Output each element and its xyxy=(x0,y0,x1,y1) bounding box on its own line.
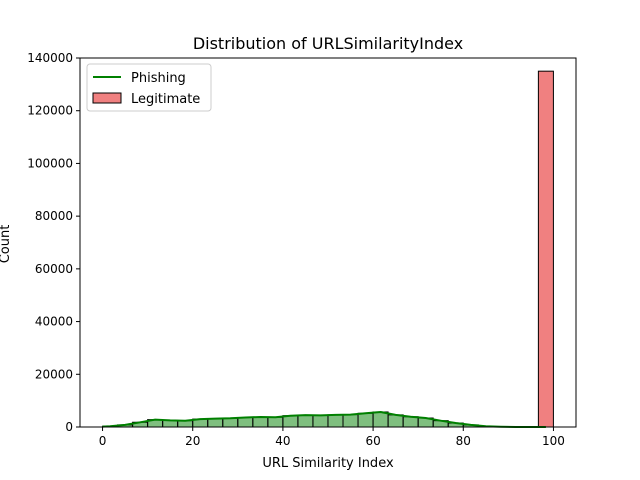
bar-phishing-20 xyxy=(402,416,419,428)
y-tick-label-7: 140000 xyxy=(27,51,73,65)
x-tick-label-5: 100 xyxy=(542,434,565,448)
legend: Phishing Legitimate xyxy=(86,63,212,112)
y-tick-label-1: 20000 xyxy=(35,367,73,381)
bar-phishing-14 xyxy=(312,414,329,428)
x-tick-label-1: 20 xyxy=(185,434,200,448)
x-tick-label-2: 40 xyxy=(275,434,290,448)
bar-phishing-10 xyxy=(252,416,269,428)
bar-phishing-17 xyxy=(357,412,374,428)
bar-phishing-12 xyxy=(282,415,299,428)
bar-phishing-18 xyxy=(372,411,389,428)
x-tick-label-3: 60 xyxy=(365,434,380,448)
y-tick-label-0: 0 xyxy=(65,420,73,434)
bar-phishing-11 xyxy=(267,416,284,428)
bar-phishing-19 xyxy=(387,414,404,428)
bar-phishing-8 xyxy=(222,417,239,428)
x-tick-label-0: 0 xyxy=(99,434,107,448)
chart-title: Distribution of URLSimilarityIndex xyxy=(193,34,463,53)
legend-label-legitimate: Legitimate xyxy=(131,92,200,107)
kde-line-phishing xyxy=(102,410,546,428)
bar-legitimate-29 xyxy=(537,70,554,428)
x-axis-label: URL Similarity Index xyxy=(262,456,394,471)
bar-phishing-7 xyxy=(207,418,224,428)
y-tick-label-5: 100000 xyxy=(27,156,73,170)
plot-frame xyxy=(79,57,577,428)
bar-phishing-16 xyxy=(342,414,359,428)
y-tick-label-4: 80000 xyxy=(35,209,73,223)
bar-phishing-15 xyxy=(327,414,344,428)
y-tick-label-2: 40000 xyxy=(35,315,73,329)
kde-layer xyxy=(102,410,546,428)
legend-mark-legitimate xyxy=(92,92,122,104)
y-tick-label-3: 60000 xyxy=(35,262,73,276)
y-tick-label-6: 120000 xyxy=(27,104,73,118)
x-tick-label-4: 80 xyxy=(456,434,471,448)
bar-phishing-13 xyxy=(297,414,314,428)
bar-phishing-9 xyxy=(237,417,254,428)
y-axis-label: Count xyxy=(0,225,13,264)
legend-label-phishing: Phishing xyxy=(131,71,186,86)
axes-layer: 0 20 40 60 80 100 0 20000 40000 60000 80000 100000 1… xyxy=(27,51,577,448)
